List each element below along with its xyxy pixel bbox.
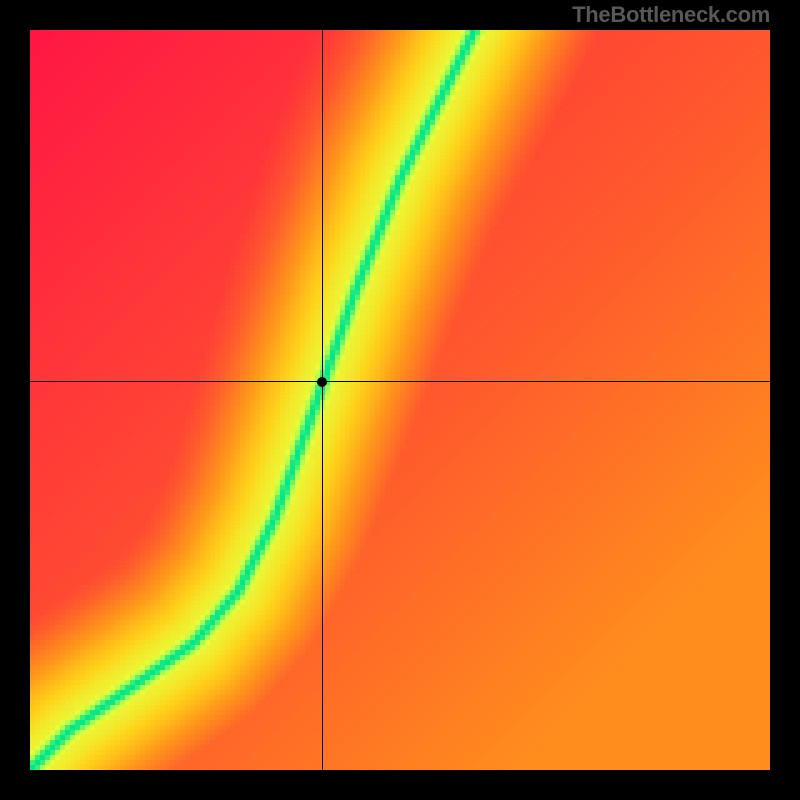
plot-area xyxy=(30,30,770,770)
watermark-text: TheBottleneck.com xyxy=(572,2,770,28)
crosshair-vertical xyxy=(322,30,323,770)
heatmap-canvas xyxy=(30,30,770,770)
chart-container: TheBottleneck.com xyxy=(0,0,800,800)
crosshair-marker-dot xyxy=(317,377,327,387)
crosshair-horizontal xyxy=(30,381,770,382)
